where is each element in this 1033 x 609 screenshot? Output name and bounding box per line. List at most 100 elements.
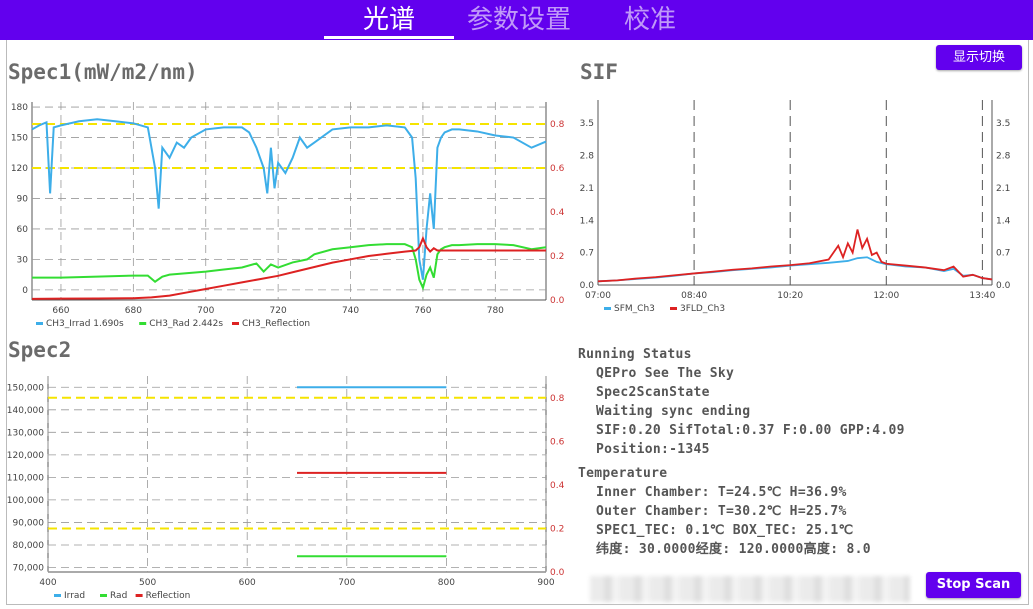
legend-swatch — [670, 307, 677, 310]
x-tick-label: 760 — [414, 306, 431, 316]
y-tick-label: 2.1 — [580, 184, 594, 194]
y2-tick-label: 0.0 — [996, 281, 1011, 291]
x-tick-label: 700 — [197, 306, 214, 316]
y2-tick-label: 2.1 — [996, 184, 1010, 194]
x-tick-label: 740 — [342, 306, 359, 316]
y-tick-label: 0.7 — [580, 249, 594, 259]
active-tab-indicator — [324, 36, 454, 39]
legend-swatch — [100, 594, 107, 597]
y-tick-label: 0 — [22, 286, 28, 296]
x-tick-label: 660 — [52, 306, 69, 316]
series-line — [31, 235, 546, 300]
series-line — [597, 229, 993, 283]
y2-tick-label: 0.0 — [550, 296, 565, 306]
spec1-title: Spec1(mW/m2/nm) — [8, 60, 198, 84]
running-status-title: Running Status — [578, 347, 692, 362]
x-tick-label: 680 — [125, 306, 142, 316]
temperature-line: Inner Chamber: T=24.5℃ H=36.9% — [596, 485, 847, 500]
legend-swatch — [232, 322, 239, 325]
legend-label: 3FLD_Ch3 — [680, 304, 725, 314]
display-switch-button[interactable]: 显示切换 — [936, 45, 1022, 70]
x-tick-label: 500 — [139, 578, 156, 588]
temperature-line: Outer Chamber: T=30.2℃ H=25.7% — [596, 504, 847, 519]
y2-tick-label: 0.6 — [550, 437, 565, 447]
x-tick-label: 10:20 — [777, 291, 803, 301]
y-tick-label: 3.5 — [580, 119, 594, 129]
tab-spectrum[interactable]: 光谱 — [362, 5, 415, 35]
x-tick-label: 12:00 — [873, 291, 899, 301]
legend-label: Reflection — [146, 591, 191, 601]
y2-tick-label: 0.7 — [996, 249, 1010, 259]
y-tick-label: 150 — [11, 134, 28, 144]
y-tick-label: 80,000 — [13, 541, 45, 551]
legend-swatch — [604, 307, 611, 310]
y2-tick-label: 0.8 — [550, 394, 565, 404]
x-tick-label: 900 — [537, 578, 554, 588]
y-tick-label: 110,000 — [7, 473, 44, 483]
x-tick-label: 07:00 — [585, 291, 611, 301]
spec1-chart: 0 30 60 90 120 150 180 660 680 700 720 740 760 780 0.0… — [11, 102, 565, 329]
x-tick-label: 600 — [239, 578, 256, 588]
running-status-panel: Running Status QEPro See The Sky Spec2Sc… — [578, 345, 905, 459]
x-tick-label: 780 — [487, 306, 504, 316]
running-status-line: Spec2ScanState — [596, 385, 710, 400]
y-tick-label: 140,000 — [7, 406, 44, 416]
y2-tick-label: 3.5 — [996, 119, 1010, 129]
y-tick-label: 180 — [11, 103, 28, 113]
x-tick-label: 800 — [438, 578, 455, 588]
legend-label: CH3_Rad 2.442s — [149, 319, 223, 329]
stop-scan-button[interactable]: Stop Scan — [926, 572, 1021, 598]
sif-title: SIF — [580, 60, 618, 84]
y-tick-label: 70,000 — [13, 563, 45, 573]
temperature-panel: Temperature Inner Chamber: T=24.5℃ H=36.… — [578, 464, 871, 559]
y-tick-label: 150,000 — [7, 383, 44, 393]
running-status-line: QEPro See The Sky — [596, 366, 735, 381]
top-tab-bar: 光谱 参数设置 校准 — [0, 0, 1033, 40]
tab-calibration[interactable]: 校准 — [623, 5, 676, 35]
main-panel — [6, 40, 1029, 605]
obscured-region — [590, 576, 910, 602]
temperature-title: Temperature — [578, 466, 668, 481]
y2-tick-label: 0.2 — [550, 524, 564, 534]
running-status-line: Waiting sync ending — [596, 404, 751, 419]
x-tick-label: 700 — [338, 578, 355, 588]
y2-tick-label: 0.8 — [550, 120, 565, 130]
x-tick-label: 13:40 — [969, 291, 995, 301]
temperature-line: 纬度: 30.0000经度: 120.0000高度: 8.0 — [596, 542, 871, 557]
y2-tick-label: 0.4 — [550, 481, 565, 491]
legend-label: SFM_Ch3 — [614, 304, 655, 314]
y-tick-label: 60 — [17, 225, 29, 235]
sif-chart: 0.0 0.0 0.7 0.7 1.4 1.4 2.1 2.1 2.8 2.8 3.5 3.5 07:0… — [580, 100, 1011, 314]
legend-label: Irrad — [64, 591, 85, 601]
legend-swatch — [54, 594, 61, 597]
y-tick-label: 2.8 — [580, 152, 595, 162]
temperature-line: SPEC1_TEC: 0.1℃ BOX_TEC: 25.1℃ — [596, 523, 854, 538]
series-line — [32, 243, 547, 291]
y2-tick-label: 0.0 — [550, 568, 565, 578]
y-tick-label: 120 — [11, 164, 28, 174]
legend-swatch — [139, 322, 147, 325]
legend-label: CH3_Irrad 1.690s — [46, 319, 124, 329]
legend-label: Rad — [110, 591, 127, 601]
y-tick-label: 90 — [17, 194, 29, 204]
y2-tick-label: 1.4 — [996, 216, 1011, 226]
y-tick-label: 120,000 — [7, 451, 44, 461]
y-tick-label: 100,000 — [7, 496, 44, 506]
legend-swatch — [36, 322, 43, 325]
spec2-chart: 70,000 80,000 90,000 100,000 110,000 120,000 1… — [7, 376, 565, 601]
x-tick-label: 720 — [270, 306, 287, 316]
legend-label: CH3_Reflection — [242, 319, 310, 329]
tab-parameter-settings[interactable]: 参数设置 — [466, 5, 571, 35]
y2-tick-label: 0.2 — [550, 252, 564, 262]
y-tick-label: 30 — [17, 255, 29, 265]
legend-swatch — [135, 594, 143, 597]
y-tick-label: 90,000 — [13, 518, 45, 528]
x-tick-label: 400 — [39, 578, 56, 588]
x-tick-label: 08:40 — [681, 291, 707, 301]
series-line — [31, 118, 547, 280]
y-tick-label: 0.0 — [580, 281, 595, 291]
y-tick-label: 1.4 — [580, 216, 595, 226]
spec2-title: Spec2 — [8, 338, 72, 362]
running-status-line: SIF:0.20 SifTotal:0.37 F:0.00 GPP:4.09 — [596, 423, 905, 438]
running-status-line: Position:-1345 — [596, 442, 710, 457]
